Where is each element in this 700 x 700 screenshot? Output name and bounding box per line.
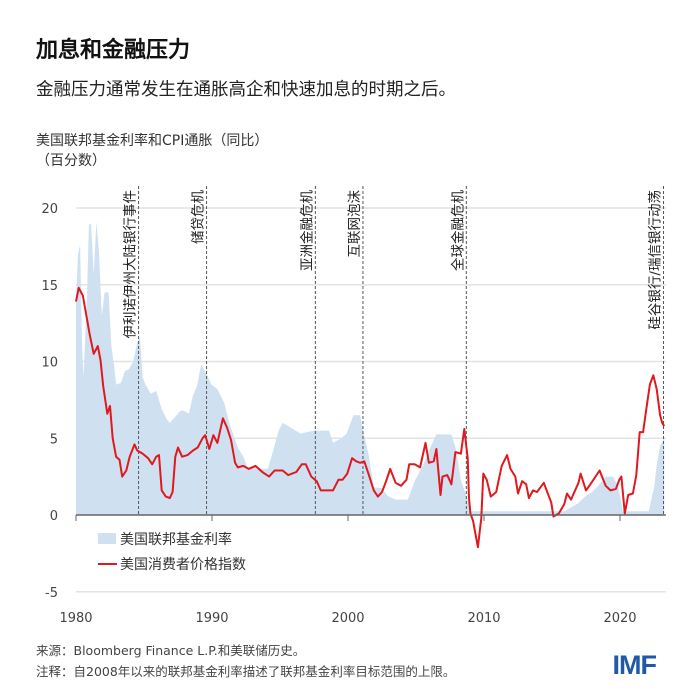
source-note: 来源：Bloomberg Finance L.P.和美联储历史。 — [36, 643, 306, 658]
y-tick-label: 5 — [50, 432, 58, 447]
x-tick-label: 2000 — [331, 611, 364, 626]
y-axis-label: 美国联邦基金利率和CPI通胀（同比） （百分数） — [36, 131, 268, 171]
chart-title: 加息和金融压力 — [36, 38, 191, 63]
chart-subtitle: 金融压力通常发生在通胀高企和快速加息的时期之后。 — [36, 80, 456, 100]
y-tick-label: 10 — [41, 356, 58, 371]
legend-swatch-fed-funds — [98, 533, 116, 544]
y-tick-label: 15 — [41, 279, 58, 294]
legend-label-cpi: 美国消费者价格指数 — [120, 557, 246, 573]
y-tick-label: -5 — [45, 586, 58, 601]
x-tick-label: 2010 — [467, 611, 500, 626]
x-tick-label: 1990 — [195, 611, 228, 626]
y-axis-unit: （百分数） — [36, 153, 106, 169]
imf-logo: IMF — [612, 650, 657, 680]
event-label: 互联网泡沫 — [347, 190, 363, 258]
fed-funds-area — [76, 221, 665, 516]
footer: 来源：Bloomberg Finance L.P.和美联储历史。 注释：自200… — [36, 640, 455, 682]
x-tick-label: 1980 — [59, 611, 92, 626]
x-tick-label: 2020 — [603, 611, 636, 626]
event-label: 亚洲金融危机 — [299, 190, 315, 271]
y-axis-title: 美国联邦基金利率和CPI通胀（同比） — [36, 133, 269, 149]
legend-label-fed-funds: 美国联邦基金利率 — [120, 531, 232, 548]
event-label: 硅谷银行/瑞信银行动荡 — [648, 190, 664, 330]
footnote: 注释：自2008年以来的联邦基金利率描述了联邦基金利率目标范围的上限。 — [36, 664, 456, 679]
cpi-line — [75, 286, 666, 549]
y-tick-label: 20 — [41, 202, 58, 217]
event-label: 全球金融危机 — [449, 190, 466, 271]
event-label: 伊利诺伊州大陆银行事件 — [123, 190, 139, 339]
event-label: 储贷危机 — [191, 190, 207, 244]
y-tick-label: 0 — [50, 509, 58, 524]
